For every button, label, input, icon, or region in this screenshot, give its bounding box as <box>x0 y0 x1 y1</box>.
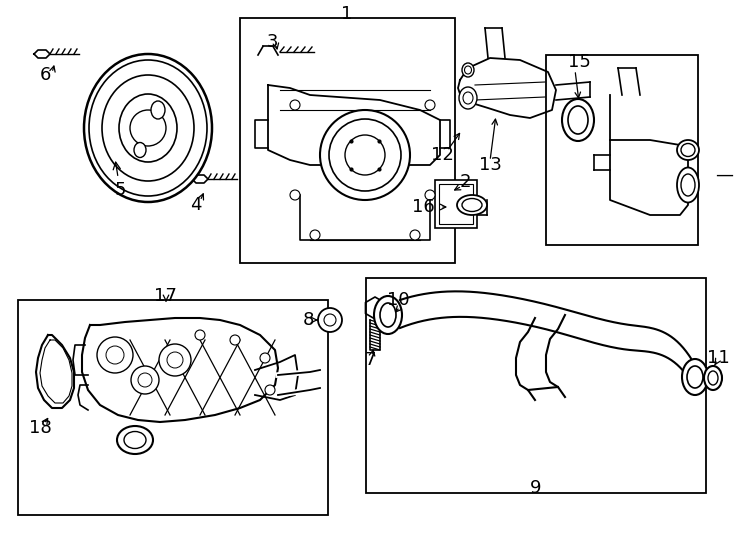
Circle shape <box>260 353 270 363</box>
Text: 13: 13 <box>479 156 501 174</box>
Bar <box>439 184 473 224</box>
Text: 5: 5 <box>113 162 126 199</box>
Ellipse shape <box>345 135 385 175</box>
Text: 16: 16 <box>413 198 435 216</box>
Ellipse shape <box>117 426 153 454</box>
Circle shape <box>159 344 191 376</box>
Text: 4: 4 <box>190 196 202 214</box>
Circle shape <box>425 190 435 200</box>
Ellipse shape <box>568 106 588 134</box>
Circle shape <box>230 335 240 345</box>
Ellipse shape <box>457 195 487 215</box>
Ellipse shape <box>465 66 471 74</box>
Circle shape <box>318 308 342 332</box>
Bar <box>435 180 477 228</box>
Ellipse shape <box>463 92 473 104</box>
Circle shape <box>97 337 133 373</box>
Ellipse shape <box>681 174 695 196</box>
Text: 15: 15 <box>568 53 591 71</box>
Ellipse shape <box>562 99 594 141</box>
Text: 17: 17 <box>153 287 176 305</box>
Ellipse shape <box>682 359 708 395</box>
Ellipse shape <box>89 60 207 196</box>
Ellipse shape <box>677 140 699 160</box>
Text: 12: 12 <box>431 146 454 164</box>
Circle shape <box>138 373 152 387</box>
Circle shape <box>410 230 420 240</box>
Text: 3: 3 <box>266 33 277 51</box>
Ellipse shape <box>134 143 146 158</box>
Ellipse shape <box>329 119 401 191</box>
Circle shape <box>130 110 166 146</box>
Circle shape <box>290 100 300 110</box>
Circle shape <box>106 346 124 364</box>
Text: 11: 11 <box>707 349 730 367</box>
Ellipse shape <box>708 371 718 385</box>
Bar <box>546 55 698 245</box>
Circle shape <box>195 330 205 340</box>
Text: 8: 8 <box>302 311 314 329</box>
Text: 1: 1 <box>341 5 353 23</box>
Ellipse shape <box>380 303 396 327</box>
Text: 9: 9 <box>530 479 542 497</box>
Circle shape <box>290 190 300 200</box>
Ellipse shape <box>681 144 695 157</box>
Circle shape <box>310 230 320 240</box>
Ellipse shape <box>102 75 194 181</box>
Circle shape <box>425 100 435 110</box>
Ellipse shape <box>677 167 699 202</box>
Text: —14: —14 <box>715 166 734 184</box>
Ellipse shape <box>124 431 146 449</box>
Circle shape <box>324 314 336 326</box>
Ellipse shape <box>374 296 402 334</box>
Text: 7: 7 <box>364 351 376 369</box>
Circle shape <box>265 385 275 395</box>
Text: 18: 18 <box>29 419 51 437</box>
Ellipse shape <box>462 63 474 77</box>
Text: 10: 10 <box>387 291 410 309</box>
Bar <box>240 18 455 263</box>
Bar <box>18 300 328 515</box>
Ellipse shape <box>687 366 703 388</box>
Text: 2: 2 <box>459 173 470 191</box>
Ellipse shape <box>119 94 177 162</box>
Ellipse shape <box>459 87 477 109</box>
Bar <box>366 278 706 493</box>
Text: 6: 6 <box>40 66 51 84</box>
Circle shape <box>167 352 183 368</box>
Ellipse shape <box>320 110 410 200</box>
Circle shape <box>131 366 159 394</box>
Ellipse shape <box>704 366 722 390</box>
Ellipse shape <box>462 199 482 212</box>
Ellipse shape <box>151 101 165 119</box>
Ellipse shape <box>84 54 212 202</box>
